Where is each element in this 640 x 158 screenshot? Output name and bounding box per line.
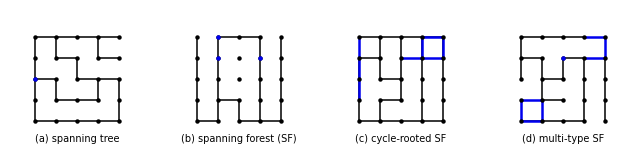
Text: (c) cycle-rooted SF: (c) cycle-rooted SF xyxy=(355,134,447,144)
Text: (b) spanning forest (SF): (b) spanning forest (SF) xyxy=(181,134,297,144)
Text: (a) spanning tree: (a) spanning tree xyxy=(35,134,119,144)
Text: (d) multi-type SF: (d) multi-type SF xyxy=(522,134,604,144)
